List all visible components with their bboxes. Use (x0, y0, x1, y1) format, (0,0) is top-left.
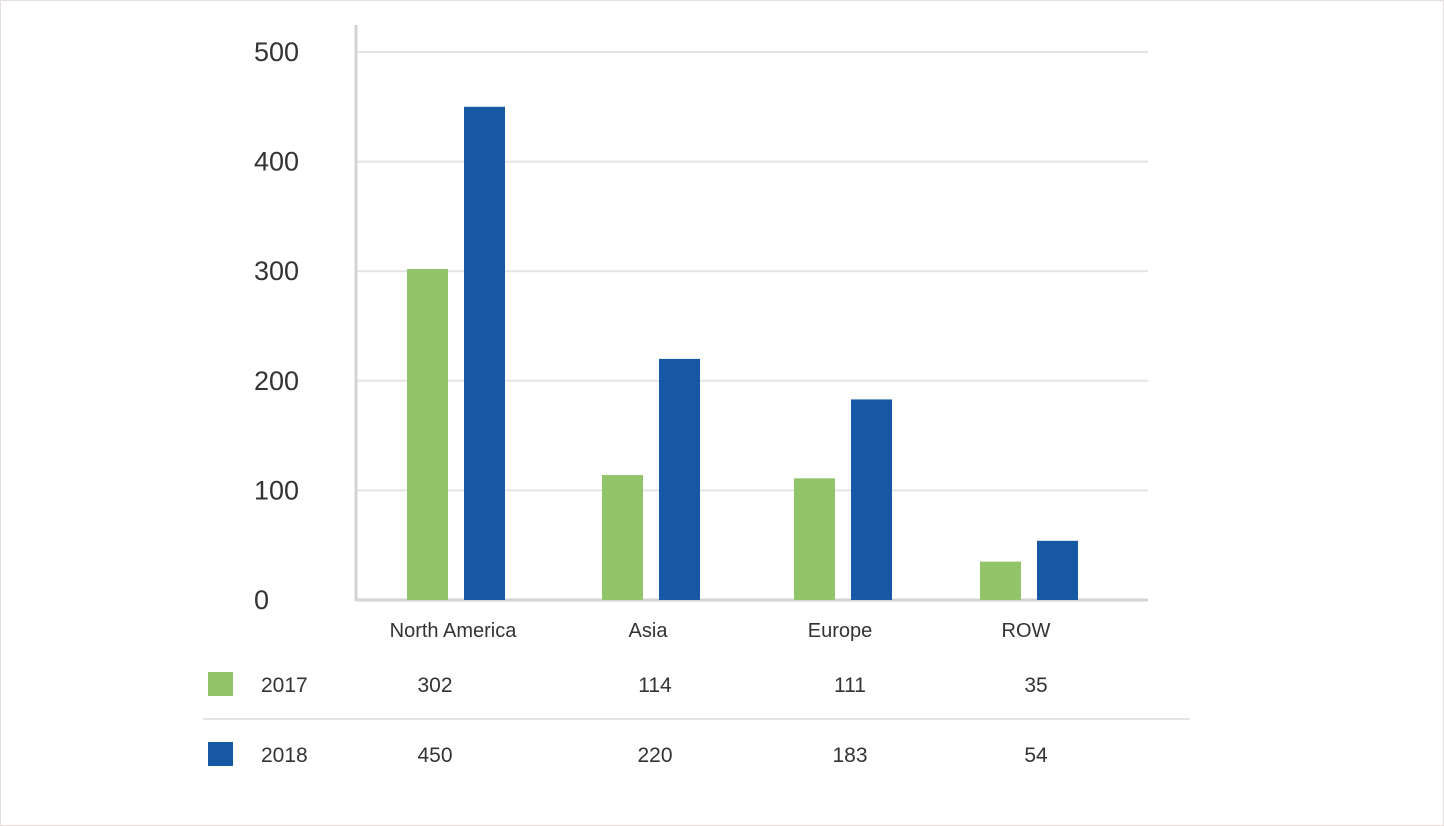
bars (407, 106, 1078, 601)
x-tick-labels: North America Asia Europe ROW (390, 620, 1051, 642)
x-tick-label: North America (390, 620, 518, 642)
table-row-label: 2018 (261, 744, 308, 767)
table-cell: 302 (417, 674, 452, 697)
bar-2017-asia (602, 475, 643, 600)
y-tick-label: 100 (254, 475, 299, 505)
y-tick-label: 300 (254, 256, 299, 286)
bar-2017-row (980, 561, 1021, 600)
table-cell: 220 (637, 744, 672, 767)
bar-2017-north-america (407, 269, 448, 600)
bar-2018-europe (851, 399, 892, 600)
bar-2018-north-america (464, 106, 505, 601)
y-tick-label: 500 (254, 37, 299, 67)
y-tick-labels: 0 100 200 300 400 500 (254, 37, 299, 615)
x-tick-label: Asia (629, 620, 669, 642)
x-tick-label: ROW (1002, 620, 1051, 642)
table-cell: 111 (834, 674, 866, 697)
y-tick-label: 200 (254, 366, 299, 396)
table-cell: 450 (417, 744, 452, 767)
x-tick-label: Europe (808, 620, 873, 642)
legend-swatch-2017 (208, 672, 233, 696)
bar-2017-europe (794, 478, 835, 600)
y-tick-label: 0 (254, 585, 269, 615)
table-cell: 35 (1024, 674, 1047, 697)
table-cell: 54 (1024, 744, 1048, 767)
data-table: 2017 302 114 111 35 2018 450 220 183 54 (203, 672, 1190, 767)
y-tick-label: 400 (254, 147, 299, 177)
table-cell: 114 (638, 674, 672, 697)
legend-swatch-2018 (208, 742, 233, 766)
bar-2018-row (1037, 540, 1078, 600)
table-cell: 183 (832, 744, 867, 767)
bar-2018-asia (659, 358, 700, 600)
table-row-label: 2017 (261, 674, 308, 697)
